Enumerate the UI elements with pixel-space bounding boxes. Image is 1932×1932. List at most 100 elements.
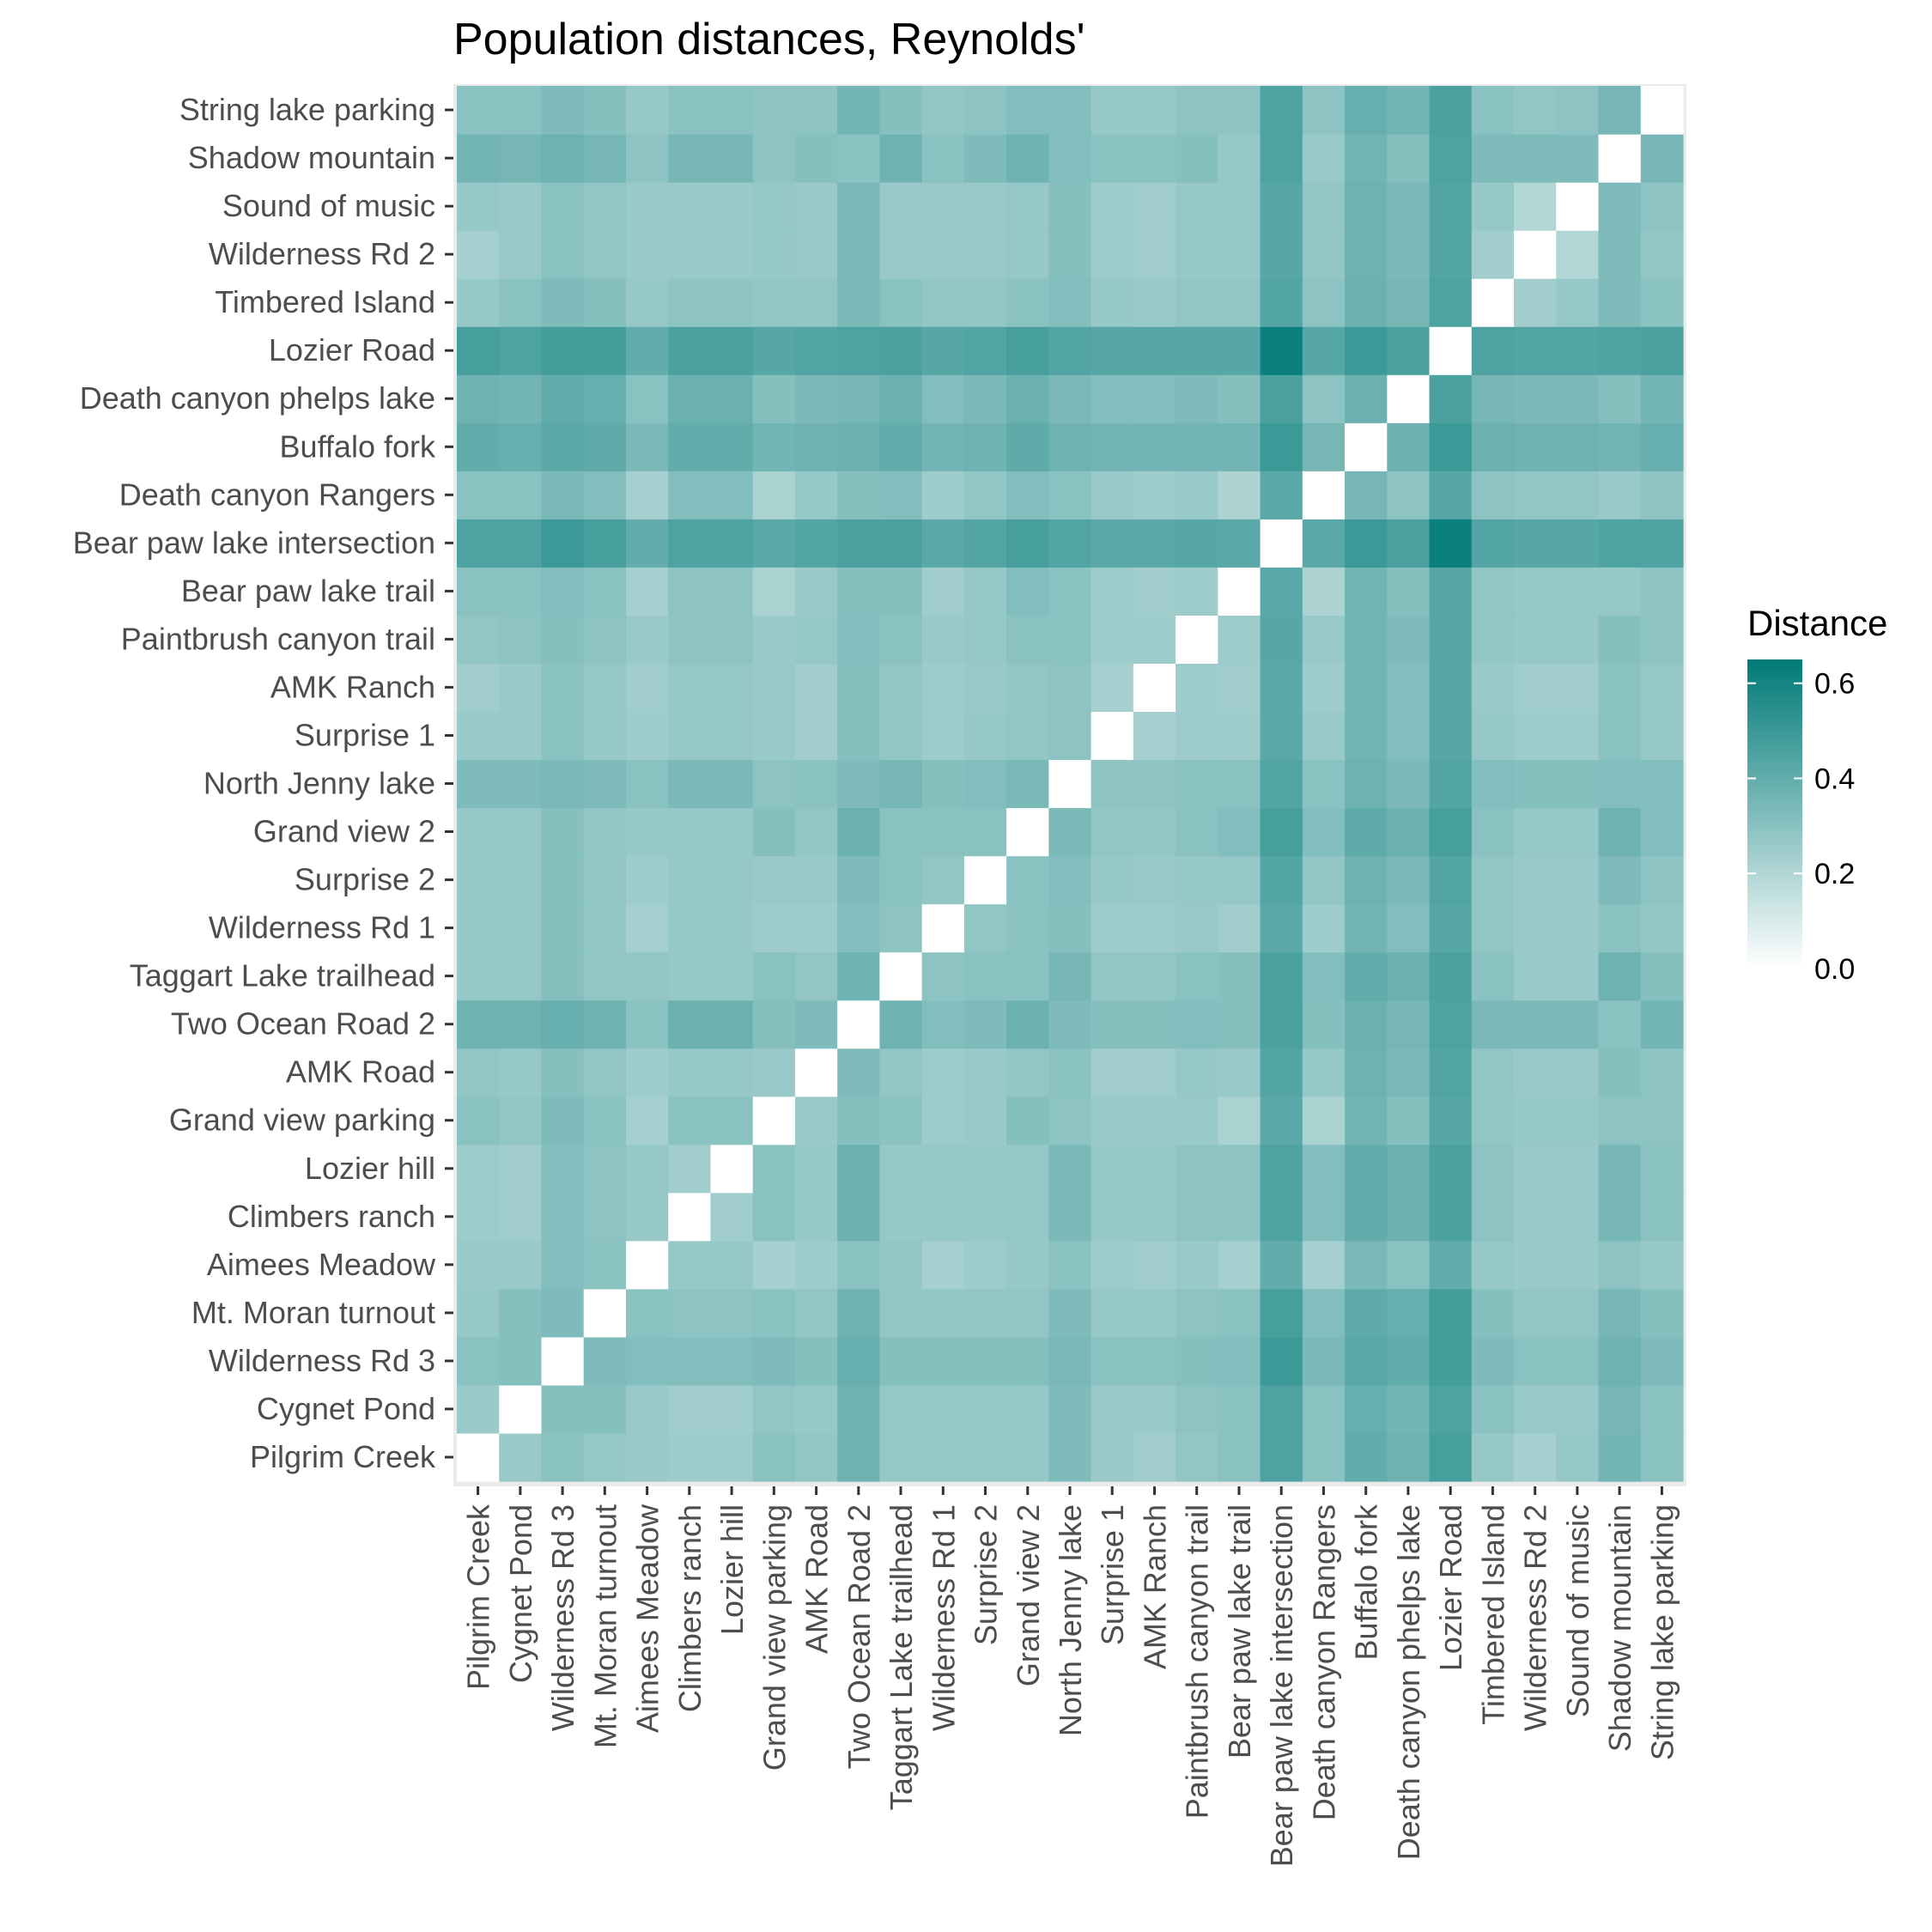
heatmap-cell-0-25 [1514, 1432, 1557, 1482]
y-tick-label-cygnet-pond: Cygnet Pond [257, 1391, 435, 1426]
heatmap-cell-22-18 [1218, 374, 1261, 423]
heatmap-cell-4-24 [1471, 1240, 1515, 1290]
heatmap-cell-23-21 [1345, 326, 1388, 375]
heatmap-cell-20-19 [1260, 471, 1303, 519]
heatmap-cell-6-20 [1302, 1144, 1346, 1194]
heatmap-cell-7-22 [1387, 1096, 1431, 1145]
heatmap-cell-11-11 [921, 903, 965, 953]
heatmap-cell-13-1 [499, 807, 543, 857]
heatmap-cell-8-27 [1598, 1048, 1642, 1097]
x-tick-label-surprise-1: Surprise 1 [1095, 1504, 1130, 1645]
heatmap-cell-15-15 [1091, 711, 1134, 761]
heatmap-cell-7-15 [1091, 1096, 1134, 1145]
heatmap-cell-23-6 [710, 326, 754, 375]
heatmap-cell-17-1 [499, 615, 543, 665]
heatmap-cell-3-26 [1556, 1288, 1600, 1338]
heatmap-cell-22-25 [1514, 374, 1557, 423]
heatmap-cell-23-20 [1302, 326, 1346, 375]
heatmap-cell-21-10 [879, 422, 923, 471]
heatmap-cell-25-9 [837, 230, 881, 279]
heatmap-cell-13-28 [1640, 807, 1684, 857]
heatmap-cell-1-22 [1387, 1384, 1431, 1434]
heatmap-cell-7-14 [1048, 1096, 1092, 1145]
heatmap-cell-9-16 [1133, 999, 1176, 1049]
heatmap-cell-10-18 [1218, 951, 1261, 1001]
heatmap-cell-23-5 [668, 326, 712, 375]
heatmap-cell-15-6 [710, 711, 754, 761]
heatmap-cell-26-20 [1302, 182, 1346, 231]
heatmap-cell-17-2 [541, 615, 585, 665]
heatmap-cell-27-15 [1091, 134, 1134, 183]
heatmap-cell-1-15 [1091, 1384, 1134, 1434]
heatmap-cell-25-21 [1345, 230, 1388, 279]
heatmap-cell-21-27 [1598, 422, 1642, 471]
heatmap-cell-14-14 [1048, 759, 1092, 809]
heatmap-cell-26-19 [1260, 182, 1303, 231]
heatmap-cell-16-11 [921, 663, 965, 713]
heatmap-cell-4-4 [625, 1240, 669, 1290]
heatmap-cell-27-27 [1598, 134, 1642, 183]
heatmap-cell-6-23 [1429, 1144, 1473, 1194]
y-axis: Pilgrim Creek Cygnet Pond Wilderness Rd 3 M… [73, 92, 453, 1474]
heatmap-cell-16-12 [963, 663, 1007, 713]
heatmap-cell-6-11 [921, 1144, 965, 1194]
heatmap-cell-4-7 [752, 1240, 796, 1290]
heatmap-cell-9-3 [583, 999, 627, 1049]
heatmap-cell-25-6 [710, 230, 754, 279]
x-tick-label-lozier-road: Lozier Road [1433, 1504, 1468, 1671]
heatmap-cell-0-0 [457, 1432, 500, 1482]
heatmap-cell-24-27 [1598, 278, 1642, 327]
heatmap-cell-18-14 [1048, 567, 1092, 616]
heatmap-cell-5-5 [668, 1192, 712, 1242]
heatmap-cell-4-17 [1176, 1240, 1218, 1290]
heatmap-cell-19-3 [583, 519, 627, 568]
heatmap-cell-12-16 [1133, 855, 1176, 905]
heatmap-cell-22-17 [1176, 374, 1218, 423]
heatmap-cell-11-22 [1387, 903, 1431, 953]
heatmap-cell-2-15 [1091, 1336, 1134, 1386]
heatmap-cell-6-25 [1514, 1144, 1557, 1194]
heatmap-cell-8-6 [710, 1048, 754, 1097]
heatmap-cell-19-24 [1471, 519, 1515, 568]
heatmap-cell-15-23 [1429, 711, 1473, 761]
heatmap-cell-24-10 [879, 278, 923, 327]
heatmap-cell-18-15 [1091, 567, 1134, 616]
heatmap-cell-12-22 [1387, 855, 1431, 905]
heatmap-cell-17-12 [963, 615, 1007, 665]
heatmap-cell-28-18 [1218, 86, 1261, 135]
heatmap-cell-17-5 [668, 615, 712, 665]
x-tick-label-timbered-island: Timbered Island [1475, 1504, 1510, 1725]
heatmap-cell-4-15 [1091, 1240, 1134, 1290]
heatmap-cell-8-3 [583, 1048, 627, 1097]
heatmap-cell-5-17 [1176, 1192, 1218, 1242]
y-tick-label-lozier-hill: Lozier hill [305, 1151, 435, 1186]
y-tick-label-shadow-mountain: Shadow mountain [188, 140, 435, 175]
heatmap-cell-27-26 [1556, 134, 1600, 183]
heatmap-cell-12-26 [1556, 855, 1600, 905]
heatmap-cell-23-12 [963, 326, 1007, 375]
heatmap-cell-28-26 [1556, 86, 1600, 135]
heatmap-cell-8-26 [1556, 1048, 1600, 1097]
heatmap-cell-17-24 [1471, 615, 1515, 665]
heatmap-cell-16-13 [1006, 663, 1049, 713]
legend: Distance 0.0 0.2 0.4 0.6 [1747, 603, 1887, 986]
heatmap-cell-16-10 [879, 663, 923, 713]
heatmap-cell-13-21 [1345, 807, 1388, 857]
heatmap-cell-13-23 [1429, 807, 1473, 857]
heatmap-cell-22-26 [1556, 374, 1600, 423]
x-tick-label-wilderness-rd-1: Wilderness Rd 1 [926, 1504, 961, 1731]
heatmap-cell-28-10 [879, 86, 923, 135]
heatmap-cell-22-1 [499, 374, 543, 423]
heatmap-cell-6-28 [1640, 1144, 1684, 1194]
heatmap-cell-24-21 [1345, 278, 1388, 327]
heatmap-cell-24-7 [752, 278, 796, 327]
heatmap-cell-0-12 [963, 1432, 1007, 1482]
heatmap-cell-5-26 [1556, 1192, 1600, 1242]
y-tick-label-wilderness-rd-1: Wilderness Rd 1 [209, 910, 435, 945]
heatmap-cell-3-14 [1048, 1288, 1092, 1338]
heatmap-cell-20-2 [541, 471, 585, 519]
legend-colorbar [1747, 659, 1802, 969]
heatmap-cell-4-13 [1006, 1240, 1049, 1290]
heatmap-cell-7-2 [541, 1096, 585, 1145]
heatmap-cell-7-8 [794, 1096, 838, 1145]
